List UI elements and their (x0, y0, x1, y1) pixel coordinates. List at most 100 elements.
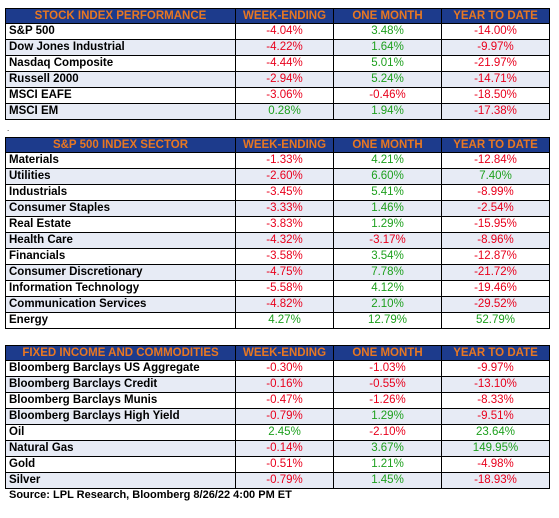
year-to-date-value: -9.51% (442, 409, 550, 425)
header-one-month: ONE MONTH (334, 9, 442, 24)
header-year-to-date: YEAR TO DATE (442, 138, 550, 153)
table-row: Health Care -4.32% -3.17% -8.96% (6, 233, 550, 249)
year-to-date-value: -2.54% (442, 201, 550, 217)
header-year-to-date: YEAR TO DATE (442, 9, 550, 24)
table-row: Consumer Discretionary -4.75% 7.78% -21.72% (6, 265, 550, 281)
row-name: S&P 500 (6, 24, 236, 40)
one-month-value: 5.41% (334, 185, 442, 201)
row-name: Health Care (6, 233, 236, 249)
table-row: Bloomberg Barclays Credit -0.16% -0.55% -13… (6, 377, 550, 393)
row-name: Gold (6, 457, 236, 473)
table-row: MSCI EAFE -3.06% -0.46% -18.50% (6, 88, 550, 104)
row-name: MSCI EM (6, 104, 236, 120)
source-note: Source: LPL Research, Bloomberg 8/26/22 … (9, 489, 292, 501)
row-name: Dow Jones Industrial (6, 40, 236, 56)
table-row: S&P 500 -4.04% 3.48% -14.00% (6, 24, 550, 40)
week-ending-value: -3.83% (236, 217, 334, 233)
row-name: Oil (6, 425, 236, 441)
one-month-value: 6.60% (334, 169, 442, 185)
table-row: Industrials -3.45% 5.41% -8.99% (6, 185, 550, 201)
week-ending-value: -3.33% (236, 201, 334, 217)
row-name: Industrials (6, 185, 236, 201)
year-to-date-value: -17.38% (442, 104, 550, 120)
one-month-value: 1.29% (334, 217, 442, 233)
row-name: Energy (6, 313, 236, 329)
fixed-income-commodities-table: FIXED INCOME AND COMMODITIES WEEK-ENDING… (5, 345, 550, 489)
table-row: Real Estate -3.83% 1.29% -15.95% (6, 217, 550, 233)
week-ending-value: -3.06% (236, 88, 334, 104)
table-header-row: FIXED INCOME AND COMMODITIES WEEK-ENDING… (6, 346, 550, 361)
one-month-value: 1.29% (334, 409, 442, 425)
year-to-date-value: -18.93% (442, 473, 550, 489)
year-to-date-value: -29.52% (442, 297, 550, 313)
one-month-value: 1.21% (334, 457, 442, 473)
separator-dot: . (7, 124, 9, 133)
year-to-date-value: -15.95% (442, 217, 550, 233)
row-name: Natural Gas (6, 441, 236, 457)
year-to-date-value: -9.97% (442, 40, 550, 56)
one-month-value: -0.55% (334, 377, 442, 393)
one-month-value: 4.21% (334, 153, 442, 169)
week-ending-value: -0.14% (236, 441, 334, 457)
week-ending-value: -4.82% (236, 297, 334, 313)
row-name: Bloomberg Barclays US Aggregate (6, 361, 236, 377)
row-name: Silver (6, 473, 236, 489)
week-ending-value: -4.44% (236, 56, 334, 72)
one-month-value: 3.54% (334, 249, 442, 265)
year-to-date-value: 7.40% (442, 169, 550, 185)
one-month-value: 1.46% (334, 201, 442, 217)
one-month-value: -3.17% (334, 233, 442, 249)
row-name: Consumer Discretionary (6, 265, 236, 281)
one-month-value: 7.78% (334, 265, 442, 281)
table-row: Oil 2.45% -2.10% 23.64% (6, 425, 550, 441)
table-row: Materials -1.33% 4.21% -12.84% (6, 153, 550, 169)
week-ending-value: -0.51% (236, 457, 334, 473)
row-name: Consumer Staples (6, 201, 236, 217)
row-name: Nasdaq Composite (6, 56, 236, 72)
week-ending-value: -2.60% (236, 169, 334, 185)
table-row: Gold -0.51% 1.21% -4.98% (6, 457, 550, 473)
header-one-month: ONE MONTH (334, 138, 442, 153)
year-to-date-value: -12.87% (442, 249, 550, 265)
week-ending-value: -5.58% (236, 281, 334, 297)
week-ending-value: -2.94% (236, 72, 334, 88)
table-header-row: STOCK INDEX PERFORMANCE WEEK-ENDING ONE … (6, 9, 550, 24)
table-row: Dow Jones Industrial -4.22% 1.64% -9.97% (6, 40, 550, 56)
table-row: Bloomberg Barclays Munis -0.47% -1.26% -8.3… (6, 393, 550, 409)
year-to-date-value: -21.97% (442, 56, 550, 72)
week-ending-value: -0.79% (236, 473, 334, 489)
table-row: Communication Services -4.82% 2.10% -29.52% (6, 297, 550, 313)
week-ending-value: -4.75% (236, 265, 334, 281)
week-ending-value: -0.79% (236, 409, 334, 425)
table-row: Utilities -2.60% 6.60% 7.40% (6, 169, 550, 185)
year-to-date-value: -18.50% (442, 88, 550, 104)
year-to-date-value: -4.98% (442, 457, 550, 473)
header-week-ending: WEEK-ENDING (236, 346, 334, 361)
one-month-value: 1.94% (334, 104, 442, 120)
year-to-date-value: -8.96% (442, 233, 550, 249)
week-ending-value: -4.04% (236, 24, 334, 40)
year-to-date-value: -14.71% (442, 72, 550, 88)
year-to-date-value: 149.95% (442, 441, 550, 457)
row-name: Materials (6, 153, 236, 169)
one-month-value: 1.64% (334, 40, 442, 56)
week-ending-value: -0.47% (236, 393, 334, 409)
header-year-to-date: YEAR TO DATE (442, 346, 550, 361)
one-month-value: 5.24% (334, 72, 442, 88)
week-ending-value: 0.28% (236, 104, 334, 120)
header-sector: S&P 500 INDEX SECTOR (6, 138, 236, 153)
one-month-value: 3.67% (334, 441, 442, 457)
sp500-sector-table: S&P 500 INDEX SECTOR WEEK-ENDING ONE MON… (5, 137, 550, 329)
one-month-value: -1.26% (334, 393, 442, 409)
one-month-value: -2.10% (334, 425, 442, 441)
year-to-date-value: -21.72% (442, 265, 550, 281)
row-name: Real Estate (6, 217, 236, 233)
header-stock-index: STOCK INDEX PERFORMANCE (6, 9, 236, 24)
year-to-date-value: -9.97% (442, 361, 550, 377)
year-to-date-value: -8.33% (442, 393, 550, 409)
one-month-value: 12.79% (334, 313, 442, 329)
year-to-date-value: -8.99% (442, 185, 550, 201)
header-fixed-income: FIXED INCOME AND COMMODITIES (6, 346, 236, 361)
row-name: Bloomberg Barclays Credit (6, 377, 236, 393)
header-week-ending: WEEK-ENDING (236, 138, 334, 153)
